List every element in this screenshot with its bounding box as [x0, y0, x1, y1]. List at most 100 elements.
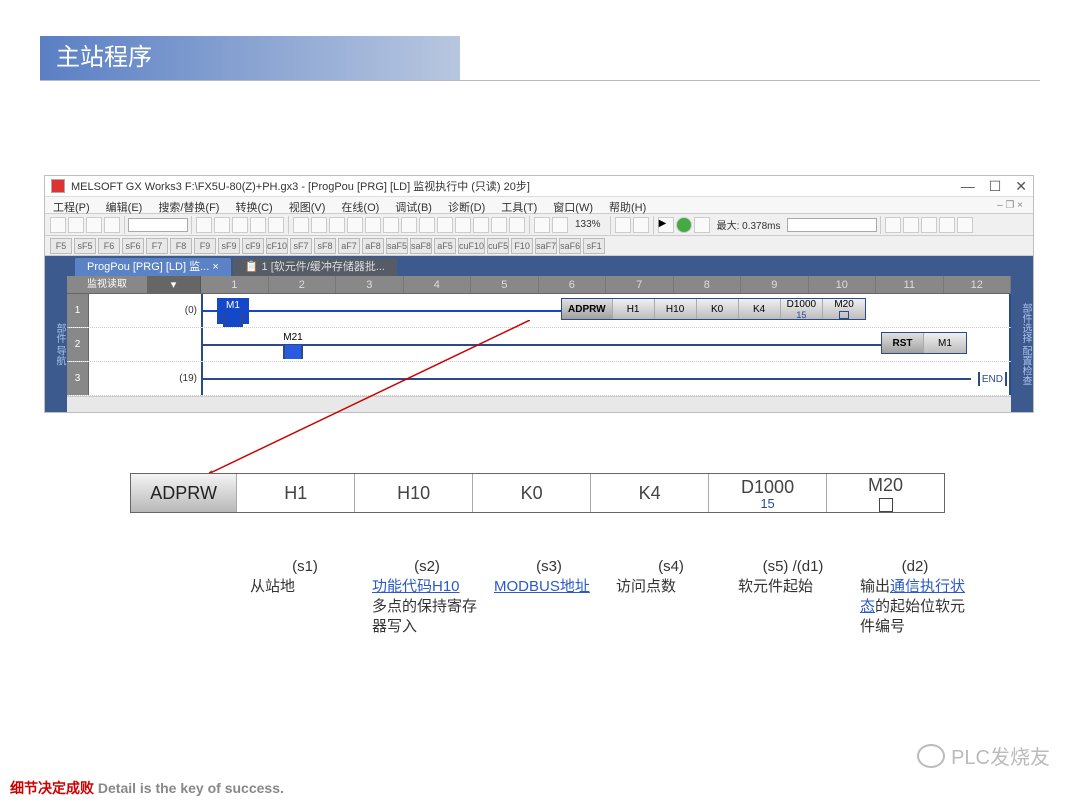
tool-icon[interactable] [633, 217, 649, 233]
maximize-button[interactable]: ☐ [989, 178, 1002, 195]
ladder-rung-3[interactable]: 3 (19) END [67, 362, 1011, 396]
contact-m1[interactable]: M1 [217, 298, 249, 324]
detail-cell: H10 [355, 474, 473, 512]
left-sidebar[interactable]: 部件 导航 [45, 276, 67, 412]
time-input[interactable] [787, 218, 877, 232]
separator [880, 216, 881, 234]
ladder-tool-button[interactable]: F6 [98, 238, 120, 254]
ladder-rung-2[interactable]: 2 M21 RST M1 [67, 328, 1011, 362]
tool-icon[interactable] [419, 217, 435, 233]
tool-icon[interactable] [694, 217, 710, 233]
instr-arg: H10 [655, 299, 697, 319]
tool-icon[interactable] [885, 217, 901, 233]
menu-edit[interactable]: 编辑(E) [98, 197, 151, 213]
tool-icon[interactable] [903, 217, 919, 233]
contact-m21[interactable]: M21 [283, 332, 303, 358]
tool-icon[interactable] [365, 217, 381, 233]
menu-online[interactable]: 在线(O) [333, 197, 387, 213]
separator [288, 216, 289, 234]
run-icon[interactable]: ▶ [658, 217, 674, 233]
print-icon[interactable] [104, 217, 120, 233]
col-10: 10 [809, 276, 877, 293]
ladder-tool-button[interactable]: cuF5 [487, 238, 509, 254]
paste-icon[interactable] [232, 217, 248, 233]
tool-icon[interactable] [311, 217, 327, 233]
ladder-tool-button[interactable]: F10 [511, 238, 533, 254]
instruction-adprw[interactable]: ADPRW H1 H10 K0 K4 D1000 15 M20 [561, 298, 866, 320]
tab-device[interactable]: 📋 1 [软元件/缓冲存储器批... [233, 258, 397, 276]
ladder-tool-button[interactable]: sF8 [314, 238, 336, 254]
monitor-label: 监视读取 [67, 276, 147, 293]
tool-icon[interactable] [401, 217, 417, 233]
menu-convert[interactable]: 转换(C) [227, 197, 280, 213]
ladder-tool-button[interactable]: aF7 [338, 238, 360, 254]
ladder-tool-button[interactable]: sF6 [122, 238, 144, 254]
dropdown[interactable]: ▾ [147, 276, 201, 293]
menu-project[interactable]: 工程(P) [45, 197, 98, 213]
ladder-tool-button[interactable]: saF6 [559, 238, 581, 254]
menu-diagnose[interactable]: 诊断(D) [440, 197, 493, 213]
ladder-tool-button[interactable]: aF8 [362, 238, 384, 254]
ladder-tool-button[interactable]: saF5 [386, 238, 408, 254]
ladder-tool-button[interactable]: saF8 [410, 238, 432, 254]
tool-icon[interactable] [473, 217, 489, 233]
cut-icon[interactable] [196, 217, 212, 233]
copy-icon[interactable] [214, 217, 230, 233]
ladder-tool-button[interactable]: F9 [194, 238, 216, 254]
right-rail [1009, 328, 1011, 361]
col-6: 6 [539, 276, 607, 293]
save-icon[interactable] [86, 217, 102, 233]
minimize-button[interactable]: — [961, 178, 975, 195]
tool-icon[interactable] [455, 217, 471, 233]
tool-icon[interactable] [939, 217, 955, 233]
open-icon[interactable] [68, 217, 84, 233]
tool-icon[interactable] [347, 217, 363, 233]
ladder-tool-button[interactable]: F5 [50, 238, 72, 254]
tool-icon[interactable] [957, 217, 973, 233]
right-sidebar[interactable]: 部件选择 配置检查 [1011, 276, 1033, 412]
ladder-tool-button[interactable]: cF10 [266, 238, 288, 254]
tool-icon[interactable] [509, 217, 525, 233]
instr-head: ADPRW [562, 299, 613, 319]
tab-progpou[interactable]: ProgPou [PRG] [LD] 监... × [75, 258, 231, 276]
ladder-tool-button[interactable]: aF5 [434, 238, 456, 254]
toolbar-main: 133% ▶ 最大: 0.378ms [45, 214, 1033, 236]
restore-icon[interactable]: – ❐ × [989, 198, 1031, 213]
tool-icon[interactable] [383, 217, 399, 233]
menu-help[interactable]: 帮助(H) [601, 197, 654, 213]
redo-icon[interactable] [268, 217, 284, 233]
instruction-rst[interactable]: RST M1 [881, 332, 967, 354]
tool-icon[interactable] [329, 217, 345, 233]
ladder-tool-button[interactable]: sF5 [74, 238, 96, 254]
tool-icon[interactable] [437, 217, 453, 233]
search-input[interactable] [128, 218, 188, 232]
menu-debug[interactable]: 调试(B) [387, 197, 440, 213]
max-time: 最大: 0.378ms [711, 217, 787, 232]
step-number: (0) [89, 294, 201, 327]
ladder-tool-button[interactable]: sF1 [583, 238, 605, 254]
zoom-out-icon[interactable] [534, 217, 550, 233]
instr-d1: D1000 15 [781, 299, 823, 319]
tool-icon[interactable] [615, 217, 631, 233]
close-button[interactable]: ✕ [1015, 178, 1027, 195]
ladder-rung-1[interactable]: 1 (0) M1 ADPRW H1 H10 K0 K4 [67, 294, 1011, 328]
zoom-in-icon[interactable] [552, 217, 568, 233]
tool-icon[interactable] [293, 217, 309, 233]
tool-icon[interactable] [921, 217, 937, 233]
undo-icon[interactable] [250, 217, 266, 233]
ladder-tool-button[interactable]: sF7 [290, 238, 312, 254]
ladder-tool-button[interactable]: F8 [170, 238, 192, 254]
detail-cell: M20 [827, 474, 944, 512]
menu-window[interactable]: 窗口(W) [545, 197, 601, 213]
ladder-tool-button[interactable]: F7 [146, 238, 168, 254]
menu-tool[interactable]: 工具(T) [493, 197, 545, 213]
ladder-tool-button[interactable]: cuF10 [458, 238, 485, 254]
horizontal-scrollbar[interactable] [67, 396, 1011, 412]
ladder-tool-button[interactable]: cF9 [242, 238, 264, 254]
new-icon[interactable] [50, 217, 66, 233]
tool-icon[interactable] [491, 217, 507, 233]
ladder-tool-button[interactable]: sF9 [218, 238, 240, 254]
ladder-tool-button[interactable]: saF7 [535, 238, 557, 254]
menu-find[interactable]: 搜索/替换(F) [150, 197, 227, 213]
menu-view[interactable]: 视图(V) [281, 197, 334, 213]
